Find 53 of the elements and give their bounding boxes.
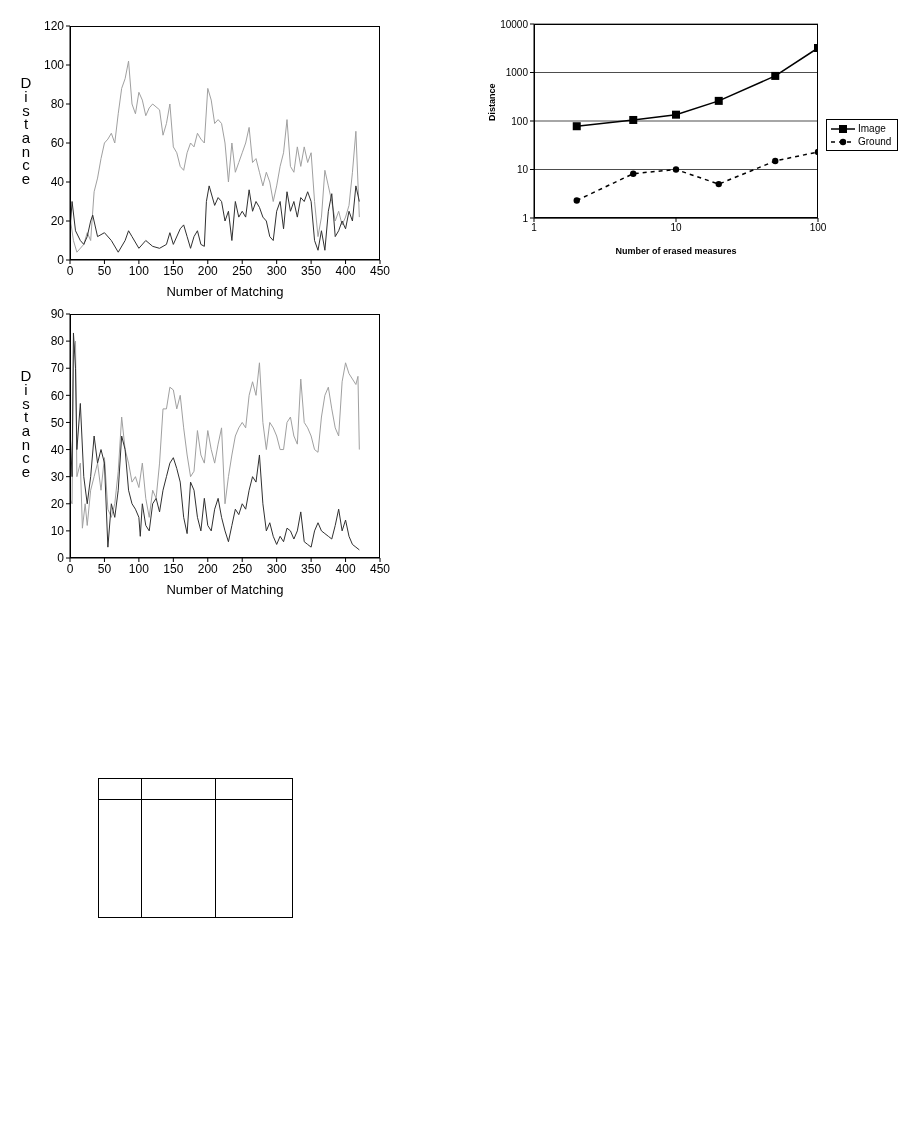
y-tick-label: 10000 bbox=[500, 18, 529, 30]
y-tick-label: 80 bbox=[50, 334, 65, 349]
x-tick-label: 300 bbox=[266, 561, 287, 576]
x-tick-label: 200 bbox=[197, 263, 219, 278]
y-tick-label: 1 bbox=[522, 212, 529, 224]
y-axis-title: Distance bbox=[20, 74, 32, 187]
legend-label: Ground bbox=[858, 135, 892, 148]
y-tick-label: 100 bbox=[43, 58, 65, 73]
y-tick-label: 0 bbox=[57, 551, 65, 566]
x-tick-label: 400 bbox=[335, 263, 356, 278]
y-tick-label: 20 bbox=[50, 214, 65, 229]
x-axis-title: Number of erased measures bbox=[615, 246, 737, 256]
x-tick-label: 350 bbox=[301, 263, 322, 278]
y-tick-label: 80 bbox=[50, 97, 65, 112]
y-tick-label: 40 bbox=[50, 442, 65, 457]
x-tick-label: 50 bbox=[97, 263, 112, 278]
x-tick-label: 350 bbox=[301, 561, 322, 576]
y-tick-label: 20 bbox=[50, 497, 65, 512]
x-tick-label: 100 bbox=[809, 222, 827, 234]
y-axis-title: Distance bbox=[487, 83, 498, 121]
y-tick-label: 40 bbox=[50, 175, 65, 190]
x-tick-label: 150 bbox=[163, 263, 184, 278]
legend-label: Image bbox=[858, 122, 886, 135]
y-tick-label: 60 bbox=[50, 136, 65, 151]
y-tick-label: 1000 bbox=[505, 67, 529, 79]
x-tick-label: 450 bbox=[369, 561, 391, 576]
x-tick-label: 200 bbox=[197, 561, 219, 576]
y-tick-label: 0 bbox=[57, 253, 65, 268]
line-series bbox=[70, 60, 360, 253]
x-tick-label: 250 bbox=[232, 561, 253, 576]
x-tick-label: 400 bbox=[335, 561, 356, 576]
x-tick-label: 300 bbox=[266, 263, 287, 278]
x-tick-label: 450 bbox=[369, 263, 391, 278]
x-tick-label: 1 bbox=[531, 222, 538, 234]
x-tick-label: 10 bbox=[670, 222, 682, 234]
y-tick-label: 10 bbox=[516, 164, 529, 176]
y-tick-label: 70 bbox=[50, 361, 65, 376]
y-tick-label: 10 bbox=[50, 524, 65, 539]
y-tick-label: 60 bbox=[50, 388, 65, 403]
x-tick-label: 100 bbox=[128, 561, 150, 576]
y-tick-label: 90 bbox=[50, 307, 65, 322]
x-tick-label: 250 bbox=[232, 263, 253, 278]
y-axis-title: Distance bbox=[20, 367, 32, 480]
y-tick-label: 50 bbox=[50, 415, 65, 430]
x-tick-label: 100 bbox=[128, 263, 150, 278]
line-series bbox=[70, 185, 360, 253]
x-tick-label: 150 bbox=[163, 561, 184, 576]
x-tick-label: 50 bbox=[97, 561, 112, 576]
x-axis-title: Number of Matching bbox=[166, 582, 284, 597]
y-tick-label: 30 bbox=[50, 469, 65, 484]
y-tick-label: 100 bbox=[511, 115, 529, 127]
y-tick-label: 120 bbox=[43, 19, 65, 34]
x-axis-title: Number of Matching bbox=[166, 284, 284, 299]
